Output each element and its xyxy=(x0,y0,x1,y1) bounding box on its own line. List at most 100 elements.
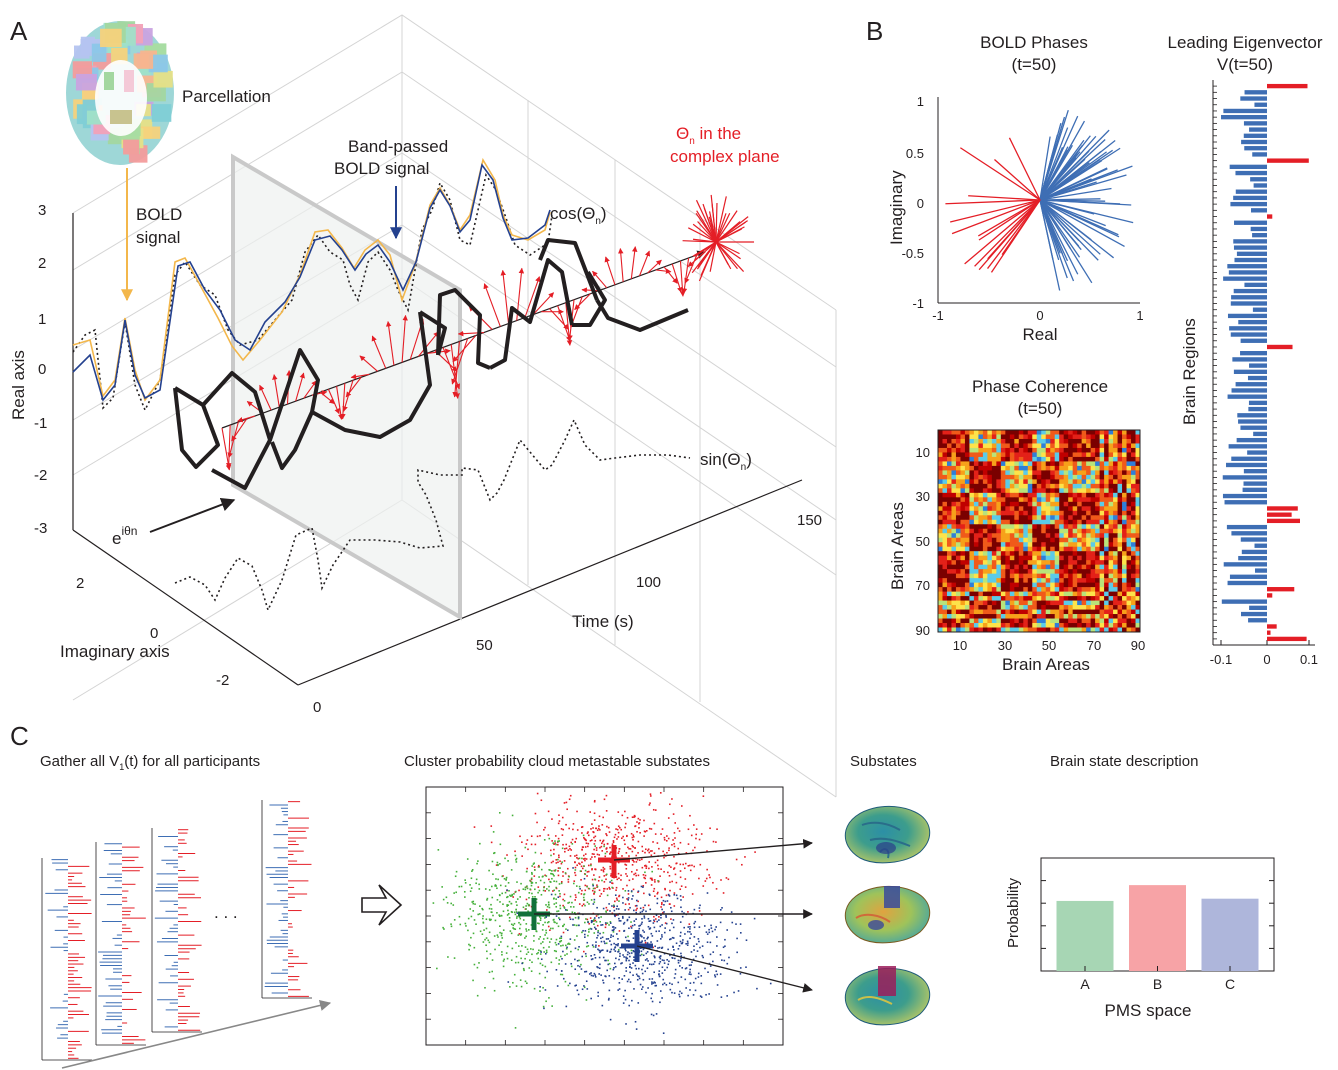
coherence-cell xyxy=(991,438,997,444)
scatter-point xyxy=(633,959,635,961)
scatter-point xyxy=(636,978,639,981)
scatter-point xyxy=(638,975,640,978)
coherence-cell xyxy=(1117,609,1123,615)
coherence-cell xyxy=(1113,533,1118,539)
phase-arrow xyxy=(350,373,370,380)
coherence-cell xyxy=(1054,501,1060,507)
coherence-cell xyxy=(1068,542,1074,548)
coherence-cell xyxy=(1000,524,1006,530)
coherence-cell xyxy=(938,600,943,606)
coherence-cell xyxy=(1041,587,1047,592)
scatter-point xyxy=(644,848,647,851)
scatter-point xyxy=(557,910,560,912)
coherence-cell xyxy=(973,519,979,525)
coherence-cell xyxy=(1113,573,1118,579)
scatter-point xyxy=(673,832,676,834)
scatter-point xyxy=(584,921,586,924)
eig-bar-negative xyxy=(1240,96,1267,101)
scatter-point xyxy=(616,838,618,840)
coherence-cell xyxy=(1099,479,1105,485)
coherence-cell xyxy=(1086,555,1092,561)
coherence-cell xyxy=(942,492,948,498)
coherence-cell xyxy=(942,452,948,458)
scatter-point xyxy=(584,838,587,841)
scatter-point xyxy=(588,973,591,975)
scatter-point xyxy=(453,892,455,894)
scatter-point xyxy=(597,948,599,951)
scatter-point xyxy=(488,941,491,944)
scatter-point xyxy=(634,964,637,967)
scatter-point xyxy=(616,878,619,881)
star-ray xyxy=(715,241,740,255)
coherence-cell xyxy=(1131,551,1136,557)
coherence-cell xyxy=(1027,506,1033,512)
scatter-point xyxy=(613,905,616,908)
coherence-cell xyxy=(1108,605,1114,610)
coherence-cell xyxy=(1131,443,1136,449)
coherence-cell xyxy=(1050,483,1056,489)
coherence-cell xyxy=(1104,587,1109,592)
scatter-point xyxy=(630,890,633,892)
coherence-cell xyxy=(1027,546,1033,552)
phases-ytick: -0.5 xyxy=(902,246,924,261)
scatter-point xyxy=(623,956,625,958)
scatter-point xyxy=(610,948,613,951)
coherence-cell xyxy=(1095,483,1100,489)
coherence-cell xyxy=(1113,542,1118,548)
coherence-cell xyxy=(1054,524,1060,530)
coherence-cell xyxy=(1086,609,1092,615)
coherence-cell xyxy=(1077,542,1083,548)
scatter-point xyxy=(618,920,621,922)
coherence-cell xyxy=(1023,447,1029,453)
scatter-point xyxy=(554,840,556,842)
scatter-point xyxy=(700,982,703,985)
phase-arrow xyxy=(500,269,510,324)
scatter-point xyxy=(618,848,621,850)
coherence-cell xyxy=(973,560,979,566)
coherence-cell xyxy=(1104,461,1109,467)
coherence-cell xyxy=(1005,596,1011,601)
coherence-cell xyxy=(1135,578,1140,584)
coherence-cell xyxy=(1054,533,1060,539)
coherence-cell xyxy=(1081,515,1087,521)
scatter-point xyxy=(705,931,708,933)
scatter-point xyxy=(583,837,585,839)
coherence-cell xyxy=(1113,501,1118,507)
scatter-point xyxy=(633,861,635,863)
scatter-point xyxy=(525,870,528,873)
coherence-cell xyxy=(1027,596,1033,601)
coherence-cell xyxy=(1063,623,1069,628)
coherence-cell xyxy=(1050,596,1056,601)
scatter-point xyxy=(537,957,540,960)
eig-bar-negative xyxy=(1251,208,1267,213)
scatter-point xyxy=(629,848,632,850)
scatter-point xyxy=(602,982,605,984)
coherence-cell xyxy=(1113,564,1118,570)
scatter-point xyxy=(682,863,685,866)
scatter-point xyxy=(553,903,556,905)
coherence-cell xyxy=(1104,560,1109,566)
scatter-point xyxy=(526,887,529,890)
coherence-cell xyxy=(1131,537,1136,543)
scatter-point xyxy=(616,944,618,946)
scatter-point xyxy=(719,909,722,911)
coherence-cell xyxy=(1041,564,1047,570)
scatter-point xyxy=(741,863,743,866)
coherence-cell xyxy=(1068,510,1074,516)
scatter-point xyxy=(547,921,550,923)
scatter-point xyxy=(635,918,637,920)
phase-line xyxy=(951,199,1041,235)
scatter-point xyxy=(596,885,599,888)
scatter-point xyxy=(555,886,557,889)
scatter-point xyxy=(544,965,547,968)
scatter-point xyxy=(515,890,517,893)
coherence-cell xyxy=(1054,447,1060,453)
coherence-cell xyxy=(938,501,943,507)
coherence-cell xyxy=(1122,515,1127,521)
scatter-point xyxy=(536,792,539,795)
coherence-cell xyxy=(951,614,957,619)
coherence-cell xyxy=(1014,488,1020,494)
coherence-cell xyxy=(1032,564,1038,570)
coherence-cell xyxy=(942,501,948,507)
eig-bar-negative xyxy=(1233,245,1267,250)
